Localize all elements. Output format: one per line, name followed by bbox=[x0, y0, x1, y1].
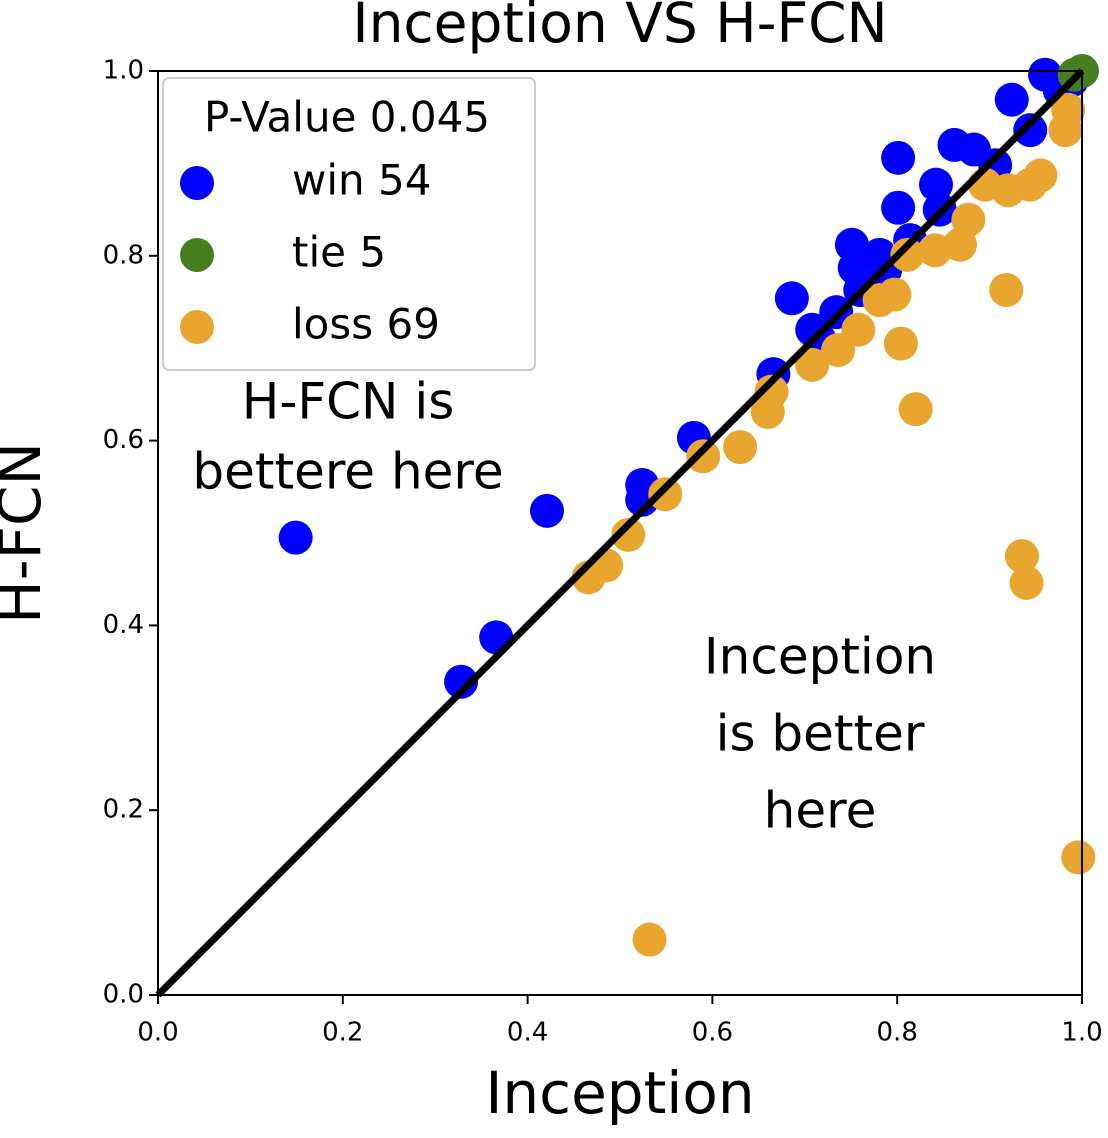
annotation: here bbox=[764, 782, 877, 840]
point bbox=[1009, 565, 1044, 600]
legend-marker bbox=[180, 166, 214, 200]
point bbox=[632, 922, 667, 957]
annotation: H-FCN is bbox=[242, 373, 455, 431]
annotation: is better bbox=[716, 705, 925, 763]
point bbox=[951, 202, 986, 237]
x-tick-label: 1.0 bbox=[1061, 1018, 1102, 1048]
point bbox=[278, 520, 313, 555]
point bbox=[919, 167, 954, 202]
point bbox=[898, 392, 933, 427]
y-tick-label: 0.6 bbox=[103, 425, 144, 455]
y-tick-label: 0.2 bbox=[103, 795, 144, 825]
point bbox=[611, 517, 646, 552]
point bbox=[841, 312, 876, 347]
x-axis-label: Inception bbox=[485, 1059, 754, 1127]
point bbox=[881, 190, 916, 225]
legend-label: loss 69 bbox=[292, 300, 440, 349]
y-tick-label: 0.0 bbox=[103, 980, 144, 1010]
legend-marker bbox=[180, 310, 214, 344]
y-axis-label: H-FCN bbox=[0, 442, 54, 624]
point bbox=[1023, 158, 1058, 193]
point bbox=[1061, 840, 1096, 875]
y-tick-label: 0.8 bbox=[103, 240, 144, 270]
point bbox=[648, 477, 683, 512]
point bbox=[723, 430, 758, 465]
x-tick-label: 0.0 bbox=[137, 1018, 178, 1048]
point bbox=[1051, 92, 1086, 127]
point bbox=[881, 140, 916, 175]
annotation: bettere here bbox=[192, 443, 503, 501]
point bbox=[686, 439, 721, 474]
point bbox=[589, 548, 624, 583]
point bbox=[890, 237, 925, 272]
point bbox=[877, 277, 912, 312]
point bbox=[883, 326, 918, 361]
point bbox=[530, 493, 565, 528]
legend-label: tie 5 bbox=[292, 228, 386, 277]
y-tick-label: 0.4 bbox=[103, 610, 144, 640]
x-tick-label: 0.2 bbox=[322, 1018, 363, 1048]
legend-title: P-Value 0.045 bbox=[204, 93, 490, 142]
point bbox=[989, 272, 1024, 307]
x-tick-label: 0.4 bbox=[507, 1018, 548, 1048]
x-tick-label: 0.8 bbox=[877, 1018, 918, 1048]
point bbox=[754, 374, 789, 409]
chart-title: Inception VS H-FCN bbox=[352, 0, 887, 55]
point bbox=[774, 281, 809, 316]
point bbox=[444, 664, 479, 699]
annotation: Inception bbox=[704, 628, 936, 686]
legend-label: win 54 bbox=[292, 156, 431, 205]
y-tick-label: 1.0 bbox=[103, 56, 144, 86]
legend-marker bbox=[180, 238, 214, 272]
diagonal-line bbox=[155, 68, 1085, 998]
point bbox=[994, 82, 1029, 117]
plot-frame bbox=[157, 70, 1083, 996]
point bbox=[1004, 539, 1039, 574]
legend-box bbox=[162, 77, 536, 371]
point bbox=[795, 347, 830, 382]
point bbox=[1013, 113, 1048, 148]
x-tick-label: 0.6 bbox=[692, 1018, 733, 1048]
